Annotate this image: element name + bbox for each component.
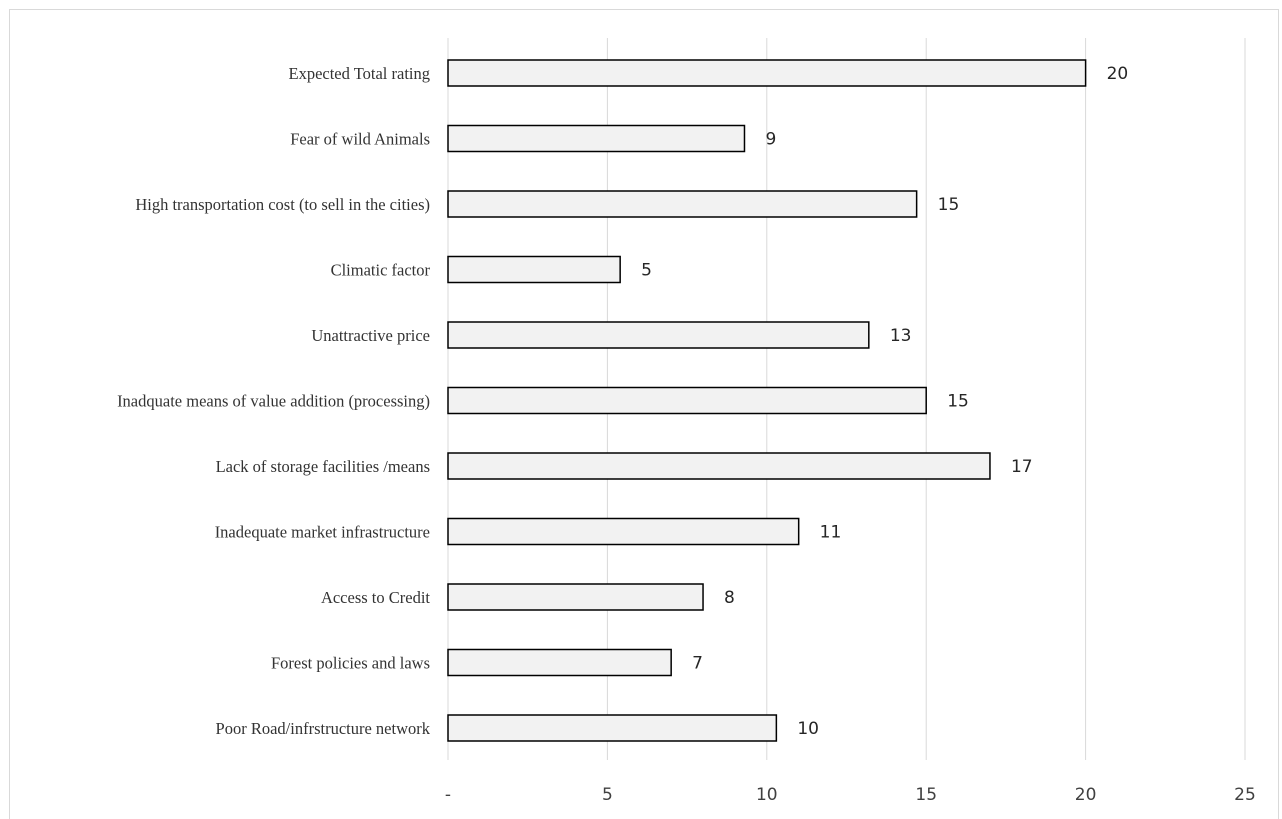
bar	[447, 321, 870, 349]
bar	[447, 714, 778, 742]
bar	[447, 59, 1087, 87]
value-label: 17	[1011, 457, 1033, 477]
category-label: Poor Road/infrstructure network	[216, 719, 431, 738]
bar	[447, 386, 927, 415]
category-label: Fear of wild Animals	[290, 130, 430, 149]
x-tick-label: 25	[1234, 785, 1256, 805]
bar	[447, 583, 704, 611]
bar	[447, 190, 918, 218]
value-label: 9	[765, 130, 776, 150]
value-label: 5	[641, 261, 652, 281]
x-tick-label: 10	[756, 785, 778, 805]
bar	[447, 517, 800, 546]
category-label: Unattractive price	[311, 326, 430, 345]
category-label: Inadquate means of value addition (proce…	[117, 392, 430, 411]
value-label: 13	[890, 326, 912, 346]
value-label: 8	[724, 588, 735, 608]
category-label: Access to Credit	[321, 588, 430, 607]
category-label: Expected Total rating	[289, 64, 431, 83]
value-labels: 20 9 15 5 13 15 17 11 8 7 10	[641, 64, 1128, 739]
chart-frame	[9, 9, 1279, 819]
value-label: 15	[947, 392, 969, 412]
value-label: 20	[1107, 64, 1129, 84]
category-label: High transportation cost (to sell in the…	[135, 195, 430, 214]
value-label: 7	[692, 654, 703, 674]
bar	[447, 648, 672, 677]
x-tick-label: -	[445, 785, 451, 805]
bar	[447, 255, 621, 284]
category-label: Lack of storage facilities /means	[216, 457, 430, 476]
x-axis-tick-labels: - 5 10 15 20 25	[445, 785, 1256, 805]
bars	[447, 59, 1087, 742]
value-label: 11	[820, 523, 842, 543]
x-tick-label: 15	[915, 785, 937, 805]
value-label: 10	[797, 719, 819, 739]
category-labels: Expected Total rating Fear of wild Animal…	[117, 64, 431, 738]
x-tick-label: 5	[602, 785, 613, 805]
x-tick-label: 20	[1075, 785, 1097, 805]
category-label: Inadequate market infrastructure	[215, 523, 430, 542]
category-label: Forest policies and laws	[271, 654, 430, 673]
bar	[447, 124, 746, 153]
bar	[447, 452, 991, 480]
value-label: 15	[938, 195, 960, 215]
category-label: Climatic factor	[331, 261, 431, 280]
